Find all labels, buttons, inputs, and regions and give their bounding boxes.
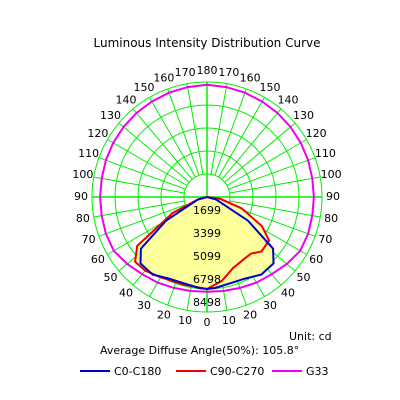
angle-label: 140: [116, 93, 137, 106]
angle-label: 90: [326, 190, 340, 203]
angle-label: 80: [76, 212, 90, 225]
legend-label: G33: [306, 365, 329, 378]
angle-label: 130: [293, 109, 314, 122]
angle-label: 170: [218, 66, 239, 79]
series-c0-c180: [139, 196, 275, 291]
legend-label: C0-C180: [114, 365, 161, 378]
ring-label: 8498: [193, 296, 221, 309]
series-c90-c270: [134, 196, 271, 291]
angle-label: 120: [87, 127, 108, 140]
angle-label: 60: [309, 253, 323, 266]
angle-label: 0: [204, 316, 211, 329]
angle-label: 110: [78, 147, 99, 160]
angle-label: 10: [222, 314, 236, 327]
legend-label: C90-C270: [210, 365, 264, 378]
ring-label: 1699: [193, 204, 221, 217]
ring-labels: 1699 3399 5099 6798 8498: [193, 204, 221, 309]
legend: C0-C180 C90-C270 G33: [80, 365, 329, 378]
angle-label: 140: [277, 93, 298, 106]
ring-label: 6798: [193, 273, 221, 286]
angle-label: 120: [306, 127, 327, 140]
angle-label: 40: [281, 287, 295, 300]
ring-label: 3399: [193, 227, 221, 240]
angle-label: 100: [72, 168, 93, 181]
angle-label: 180: [197, 64, 218, 77]
angle-labels: 0102030405060708090100110120130140150160…: [72, 64, 341, 329]
angle-label: 150: [134, 81, 155, 94]
angle-label: 150: [260, 81, 281, 94]
angle-label: 50: [297, 271, 311, 284]
angle-label: 10: [178, 314, 192, 327]
average-angle-label: Average Diffuse Angle(50%): 105.8°: [100, 344, 299, 357]
angle-label: 90: [74, 190, 88, 203]
angle-label: 20: [243, 308, 257, 321]
angle-label: 30: [263, 299, 277, 312]
angle-label: 160: [240, 72, 261, 85]
angle-label: 70: [318, 233, 332, 246]
ring-label: 5099: [193, 250, 221, 263]
angle-label: 160: [153, 72, 174, 85]
angle-label: 40: [119, 287, 133, 300]
unit-label: Unit: cd: [289, 330, 332, 343]
angle-label: 20: [157, 308, 171, 321]
angle-label: 50: [103, 271, 117, 284]
chart-title: Luminous Intensity Distribution Curve: [94, 36, 321, 50]
angle-label: 130: [100, 109, 121, 122]
angle-label: 70: [82, 233, 96, 246]
angle-label: 110: [315, 147, 336, 160]
angle-label: 60: [91, 253, 105, 266]
angle-label: 100: [321, 168, 342, 181]
angle-label: 170: [175, 66, 196, 79]
angle-label: 80: [324, 212, 338, 225]
angle-label: 30: [137, 299, 151, 312]
series-lines: [99, 83, 315, 293]
series-g33: [99, 83, 315, 293]
